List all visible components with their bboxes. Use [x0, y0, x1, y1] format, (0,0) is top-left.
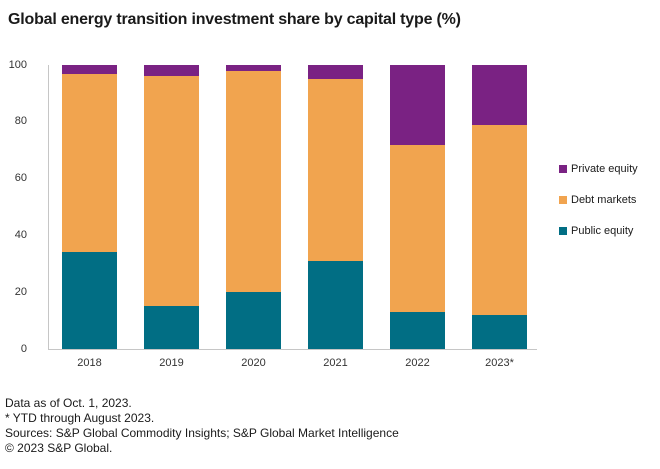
x-tick-2022: 2022	[405, 357, 430, 369]
footnote-copyright: © 2023 S&P Global.	[5, 441, 113, 455]
legend-swatch-private-equity	[559, 165, 567, 173]
y-tick-100: 100	[8, 58, 27, 71]
bar-2020-private-equity	[226, 65, 281, 71]
bar-2021-private-equity	[308, 65, 363, 80]
x-axis-line	[48, 349, 537, 350]
legend-label-debt-markets: Debt markets	[571, 194, 637, 206]
bar-2018-public-equity	[62, 252, 117, 349]
bar-2019-debt-markets	[144, 76, 199, 307]
y-tick-80: 80	[14, 115, 27, 128]
footnote-data-as-of: Data as of Oct. 1, 2023.	[5, 396, 132, 410]
legend-item-public-equity: Public equity	[559, 225, 638, 256]
chart-footnotes: Data as of Oct. 1, 2023. * YTD through A…	[5, 396, 399, 456]
chart-title: Global energy transition investment shar…	[8, 11, 461, 28]
y-tick-0: 0	[20, 342, 27, 355]
chart-legend: Private equity Debt markets Public equity	[559, 163, 638, 256]
bar-2018-debt-markets	[62, 73, 117, 253]
legend-label-public-equity: Public equity	[571, 225, 634, 237]
legend-swatch-debt-markets	[559, 196, 567, 204]
legend-item-debt-markets: Debt markets	[559, 194, 638, 225]
bar-2021-debt-markets	[308, 79, 363, 261]
bar-2022-private-equity	[390, 65, 445, 145]
bar-2023-debt-markets	[472, 124, 527, 315]
bar-2022-debt-markets	[390, 144, 445, 313]
legend-label-private-equity: Private equity	[571, 163, 638, 175]
bar-2022-public-equity	[390, 312, 445, 349]
x-tick-2019: 2019	[159, 357, 184, 369]
bar-2019-private-equity	[144, 65, 199, 77]
x-tick-2018: 2018	[77, 357, 102, 369]
y-tick-60: 60	[14, 172, 27, 185]
bar-2019-public-equity	[144, 306, 199, 349]
bar-2023-public-equity	[472, 314, 527, 349]
bar-2020-debt-markets	[226, 70, 281, 293]
x-tick-2021: 2021	[323, 357, 348, 369]
bar-2018-private-equity	[62, 65, 117, 74]
footnote-ytd: * YTD through August 2023.	[5, 411, 155, 425]
bar-2021-public-equity	[308, 260, 363, 349]
y-tick-20: 20	[14, 285, 27, 298]
legend-item-private-equity: Private equity	[559, 163, 638, 194]
y-tick-40: 40	[14, 228, 27, 241]
x-tick-2023: 2023*	[485, 357, 514, 369]
bar-2020-public-equity	[226, 292, 281, 349]
bar-2023-private-equity	[472, 65, 527, 125]
legend-swatch-public-equity	[559, 227, 567, 235]
footnote-sources: Sources: S&P Global Commodity Insights; …	[5, 426, 399, 440]
y-axis-line	[48, 65, 49, 350]
x-tick-2020: 2020	[241, 357, 266, 369]
